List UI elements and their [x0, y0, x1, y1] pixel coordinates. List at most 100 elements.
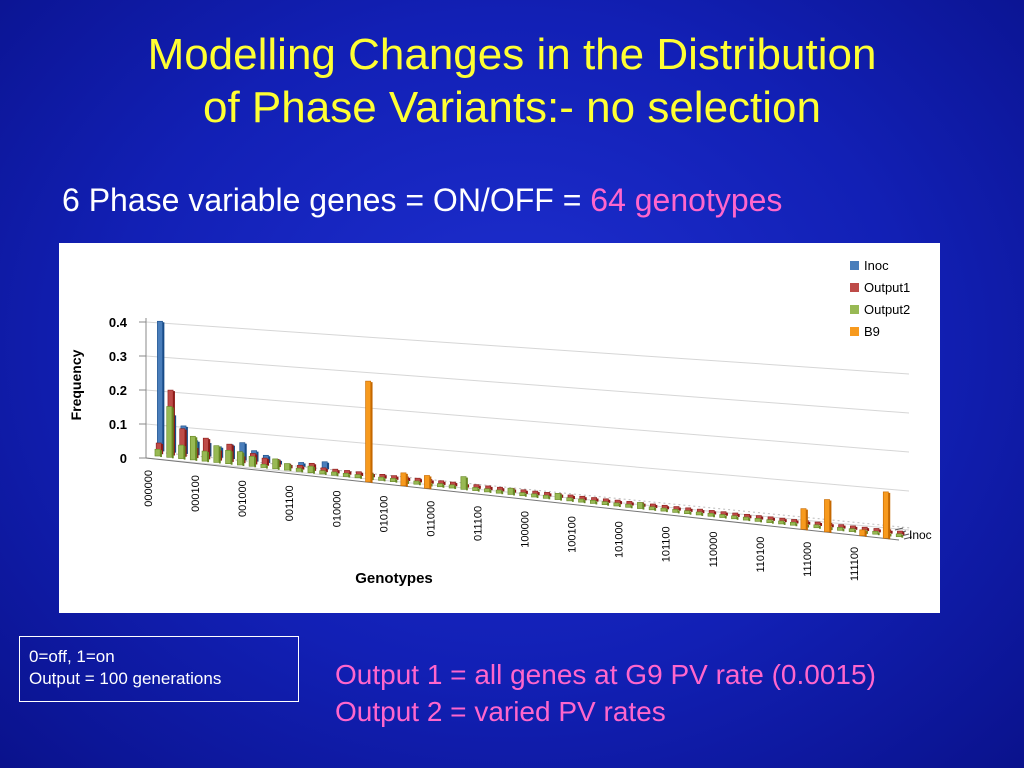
floor-front-edge: [145, 457, 900, 541]
bar-side: [197, 441, 200, 456]
bar-side: [702, 510, 705, 514]
bar-side: [830, 527, 833, 531]
bar-output1: [873, 528, 880, 532]
bar-side: [760, 519, 763, 523]
bar-output2: [342, 472, 349, 477]
bar-side: [429, 476, 432, 490]
subtitle-highlight: 64 genotypes: [590, 182, 783, 218]
bar-side: [843, 525, 846, 529]
bar-side: [514, 489, 517, 493]
bar-side: [466, 477, 468, 491]
bar-output2: [613, 502, 620, 507]
bar-side: [173, 391, 175, 456]
legend-label-inoc: Inoc: [864, 258, 889, 273]
bar-side: [536, 494, 539, 499]
bar-side: [902, 532, 905, 535]
bar-output2: [319, 470, 326, 475]
x-tick-layer: 000000 000100 001000 001100 010000 010100 0110…: [143, 470, 861, 581]
legend-swatch-b9: [850, 327, 859, 336]
bar-output2: [578, 498, 585, 503]
bar-inoc: [321, 461, 328, 469]
bar-output2: [637, 502, 643, 509]
bar-side: [302, 466, 305, 470]
y-gridline: [145, 389, 910, 453]
depth-tick-mark: [894, 527, 904, 531]
bar-output2: [731, 515, 737, 520]
bar-side: [689, 511, 692, 515]
bar-output2: [895, 533, 902, 538]
x-tick-label: 000100: [190, 475, 202, 512]
bar-side: [736, 516, 739, 520]
bar-side: [596, 498, 599, 502]
bar-output2: [213, 445, 220, 463]
bar-side: [209, 443, 212, 457]
bar-side: [184, 429, 187, 457]
bar-side: [783, 521, 786, 525]
bar-side: [349, 471, 352, 475]
bar-side: [806, 509, 808, 531]
grid-layer: [139, 318, 913, 541]
bar-side: [419, 481, 421, 486]
bar-side: [501, 491, 504, 495]
bar-side: [337, 470, 340, 474]
bar-side: [560, 494, 562, 501]
x-tick-label: 011100: [472, 506, 484, 541]
bar-side: [888, 492, 891, 540]
bar-side: [371, 473, 374, 481]
bar-side: [327, 462, 330, 470]
legend-label-b9: B9: [864, 324, 880, 339]
bar-output2: [837, 527, 843, 531]
bar-side: [207, 452, 210, 463]
bar-output2: [742, 516, 749, 521]
bar-side: [383, 478, 386, 482]
bar-side: [607, 502, 610, 506]
bar-side: [489, 489, 492, 493]
bar-side: [796, 520, 799, 524]
bar-side: [162, 322, 165, 452]
chart-panel: Frequency Genotypes Inoc 0 0.1 0.2 0.3 0.4 0…: [59, 243, 940, 613]
bar-side: [655, 504, 658, 509]
x-tick-label: 001000: [237, 480, 249, 517]
subtitle: 6 Phase variable genes = ON/OFF = 64 gen…: [62, 182, 782, 219]
bar-output2: [707, 512, 714, 517]
bar-side: [855, 526, 858, 530]
slide-title: Modelling Changes in the Distribution of…: [0, 28, 1024, 134]
bar-side: [268, 456, 271, 463]
bar-side: [901, 534, 904, 538]
bar-side: [324, 471, 327, 475]
x-axis-label: Genotypes: [355, 570, 433, 587]
bar-side: [584, 497, 587, 501]
bar-side: [431, 480, 434, 484]
bar-output2: [354, 474, 361, 479]
bar-side: [361, 472, 364, 476]
bar-side: [279, 460, 281, 468]
legend-swatch-output2: [850, 305, 859, 314]
bar-output2: [472, 487, 479, 491]
bar-side: [643, 503, 646, 507]
bar-b9: [859, 529, 866, 537]
y-tick-label: 0.2: [109, 383, 127, 398]
bar-output2: [766, 519, 773, 523]
bar-side: [842, 528, 845, 532]
bar-side: [829, 500, 832, 533]
bar-side: [230, 451, 233, 465]
x-tick-label: 010100: [378, 496, 390, 533]
bar-side: [571, 498, 574, 502]
bar-side: [748, 518, 751, 522]
bar-side: [208, 439, 211, 460]
bar-side: [443, 481, 446, 485]
y-tick-layer: 0 0.1 0.2 0.3 0.4: [109, 315, 128, 466]
bar-side: [220, 450, 222, 461]
bar-output2: [660, 507, 667, 512]
bar-b9: [882, 491, 889, 539]
bar-side: [289, 464, 292, 472]
floor-back-edge: [155, 451, 912, 529]
y-tick-label: 0.4: [109, 315, 128, 330]
bar-side: [186, 426, 188, 454]
bar-side: [360, 475, 362, 479]
bar-side: [479, 485, 481, 489]
bar-output2: [754, 518, 761, 522]
bar-side: [889, 533, 892, 537]
bar-side: [630, 505, 633, 509]
note-line-2: Output = 100 generations: [29, 669, 222, 688]
